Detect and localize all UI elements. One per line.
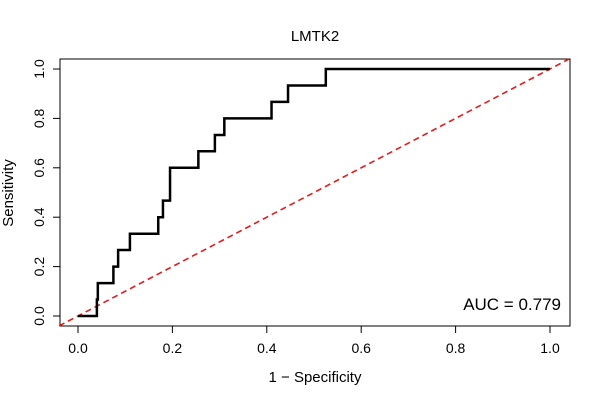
x-tick-label: 0.8: [446, 340, 466, 356]
chart-title: LMTK2: [291, 28, 339, 45]
x-axis-label: 1 − Specificity: [269, 369, 362, 386]
auc-annotation: AUC = 0.779: [463, 295, 561, 314]
x-tick-label: 0.2: [163, 340, 183, 356]
y-axis-label: Sensitivity: [0, 159, 17, 227]
x-axis: 0.0 0.2 0.4 0.6 0.8 1.0: [68, 325, 560, 356]
x-tick-label: 0.6: [351, 340, 371, 356]
y-axis: 0.0 0.2 0.4 0.6 0.8 1.0: [31, 59, 61, 326]
x-tick-label: 1.0: [540, 340, 560, 356]
reference-diagonal-line: [58, 58, 570, 327]
y-tick-label: 0.8: [31, 108, 47, 128]
y-tick-label: 0.2: [31, 257, 47, 277]
y-tick-label: 1.0: [31, 59, 47, 79]
x-tick-label: 0.4: [257, 340, 277, 356]
y-tick-label: 0.6: [31, 158, 47, 178]
roc-curve: [78, 67, 550, 318]
x-tick-label: 0.0: [68, 340, 88, 356]
y-tick-label: 0.4: [31, 207, 47, 227]
y-tick-label: 0.0: [31, 306, 47, 326]
